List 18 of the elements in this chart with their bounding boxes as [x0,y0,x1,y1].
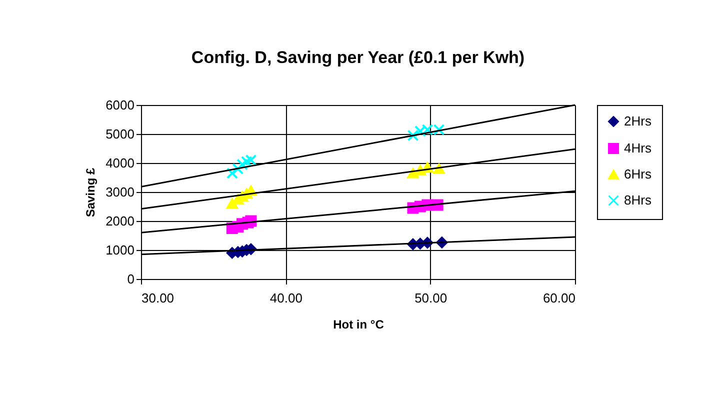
y-tick-label: 4000 [106,156,134,170]
legend-label: 6Hrs [624,166,652,182]
y-tick-label: 3000 [106,184,134,200]
x-tick-label: 40.00 [270,290,302,306]
legend-label: 4Hrs [624,140,652,156]
y-axis-title: Saving £ [84,168,98,218]
chart-title: Config. D, Saving per Year (£0.1 per Kwh) [191,48,525,67]
y-tick-label: 5000 [106,126,134,142]
y-tick-label: 0 [127,272,134,286]
y-tick-label: 1000 [106,242,134,258]
x-tick-label: 50.00 [414,290,448,306]
x-tick-label: 60.00 [542,290,576,306]
y-tick-label: 6000 [106,98,134,112]
x-axis-title: Hot in °C [333,318,384,332]
legend-label: 2Hrs [624,114,652,128]
y-tick-label: 2000 [106,214,134,228]
x-tick-label: 30.00 [142,290,174,306]
legend-label: 8Hrs [624,192,652,208]
